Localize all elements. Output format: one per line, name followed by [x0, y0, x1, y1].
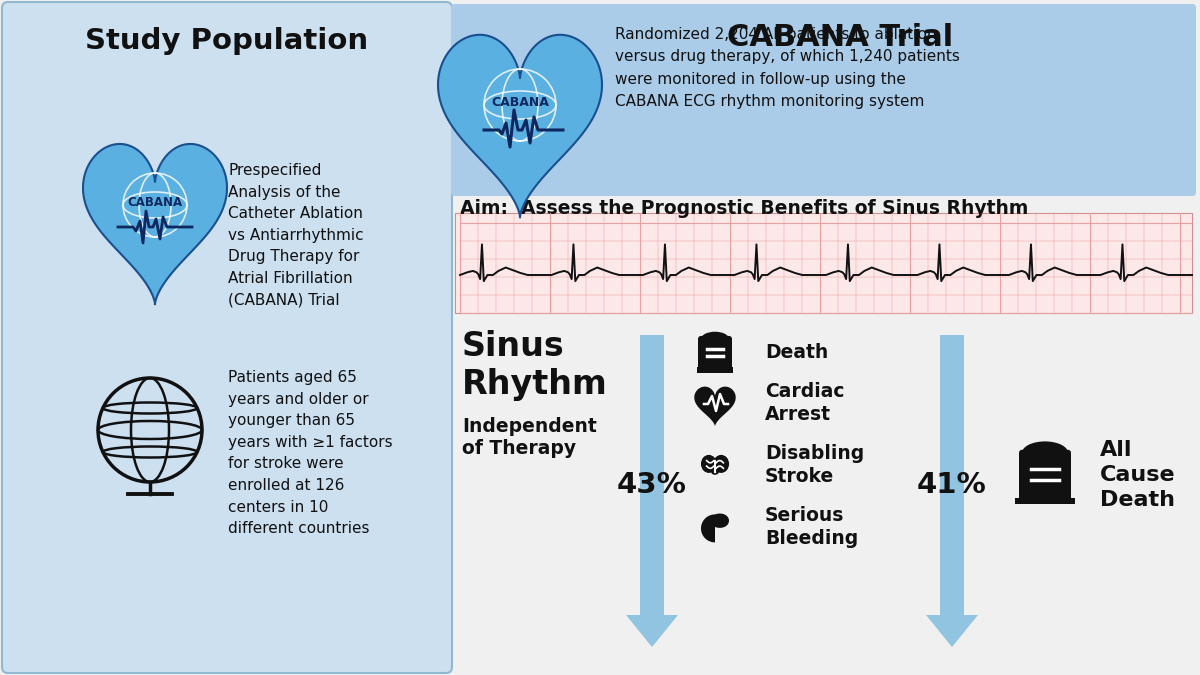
Ellipse shape: [713, 455, 730, 473]
Text: 41%: 41%: [917, 471, 986, 499]
FancyBboxPatch shape: [640, 335, 664, 615]
Text: Patients aged 65
years and older or
younger than 65
years with ≥1 factors
for st: Patients aged 65 years and older or youn…: [228, 370, 392, 536]
Ellipse shape: [701, 455, 716, 473]
Ellipse shape: [701, 331, 730, 346]
Text: Aim:  Assess the Prognostic Benefits of Sinus Rhythm: Aim: Assess the Prognostic Benefits of S…: [460, 199, 1028, 218]
FancyBboxPatch shape: [940, 335, 964, 615]
Polygon shape: [626, 615, 678, 647]
Text: Randomized 2,204 AF patients to ablation
versus drug therapy, of which 1,240 pat: Randomized 2,204 AF patients to ablation…: [616, 27, 960, 109]
Text: Death: Death: [766, 344, 828, 362]
Polygon shape: [701, 514, 728, 543]
Text: Prespecified
Analysis of the
Catheter Ablation
vs Antiarrhythmic
Drug Therapy fo: Prespecified Analysis of the Catheter Ab…: [228, 163, 364, 308]
Ellipse shape: [712, 469, 719, 475]
FancyBboxPatch shape: [1019, 450, 1072, 501]
FancyBboxPatch shape: [697, 367, 733, 373]
Text: Study Population: Study Population: [85, 27, 368, 55]
Polygon shape: [83, 144, 227, 304]
FancyBboxPatch shape: [698, 336, 732, 371]
Text: Serious
Bleeding: Serious Bleeding: [766, 506, 858, 548]
Text: CABANA: CABANA: [127, 196, 182, 209]
Text: All
Cause
Death: All Cause Death: [1100, 440, 1176, 510]
Text: Sinus
Rhythm: Sinus Rhythm: [462, 330, 607, 401]
FancyBboxPatch shape: [455, 213, 1192, 313]
Text: CABANA Trial: CABANA Trial: [727, 23, 953, 52]
Polygon shape: [695, 387, 736, 427]
FancyBboxPatch shape: [1015, 497, 1075, 504]
Text: 43%: 43%: [617, 471, 686, 499]
Text: Disabling
Stroke: Disabling Stroke: [766, 444, 864, 486]
Polygon shape: [438, 35, 602, 217]
Text: Cardiac
Arrest: Cardiac Arrest: [766, 382, 845, 424]
Ellipse shape: [1022, 441, 1068, 464]
Polygon shape: [926, 615, 978, 647]
FancyBboxPatch shape: [2, 2, 452, 673]
Text: Independent
of Therapy: Independent of Therapy: [462, 417, 596, 458]
FancyBboxPatch shape: [451, 4, 1196, 196]
Text: CABANA: CABANA: [491, 95, 548, 109]
